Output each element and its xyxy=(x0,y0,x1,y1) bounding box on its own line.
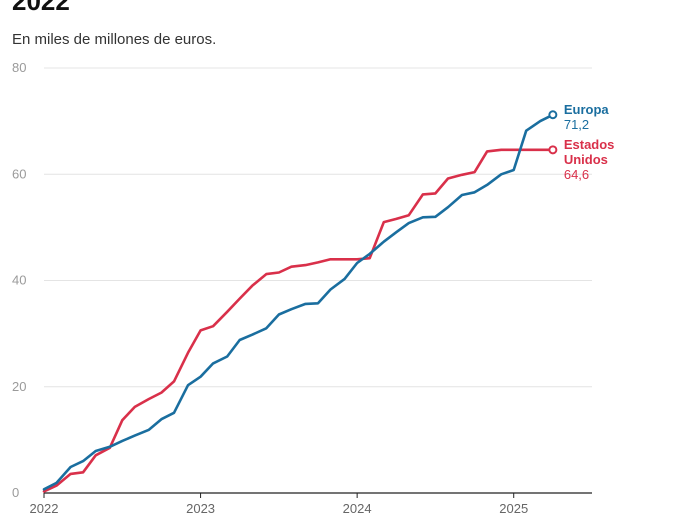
y-tick-label: 80 xyxy=(12,60,26,75)
x-tick-label: 2024 xyxy=(343,501,372,516)
x-tick-label: 2023 xyxy=(186,501,215,516)
end-marker-estados-unidos xyxy=(548,145,558,155)
series-value-europa: 71,2 xyxy=(564,117,589,132)
series-line-estados-unidos xyxy=(42,148,555,493)
series-label-estados-unidos: Unidos xyxy=(564,152,608,167)
y-tick-label: 20 xyxy=(12,379,26,394)
series-value-estados-unidos: 64,6 xyxy=(564,167,589,182)
y-tick-label: 0 xyxy=(12,485,19,500)
y-tick-label: 60 xyxy=(12,166,26,181)
series-line-europa xyxy=(42,113,555,491)
chart-subtitle: En miles de millones de euros. xyxy=(12,31,217,48)
x-tick-label: 2025 xyxy=(499,501,528,516)
chart-title: 2022 xyxy=(12,0,70,16)
x-tick-label: 2022 xyxy=(30,501,59,516)
y-tick-label: 40 xyxy=(12,273,26,288)
series-label-estados-unidos: Estados xyxy=(564,137,615,152)
series-label-europa: Europa xyxy=(564,102,610,117)
end-marker-europa xyxy=(548,110,558,120)
